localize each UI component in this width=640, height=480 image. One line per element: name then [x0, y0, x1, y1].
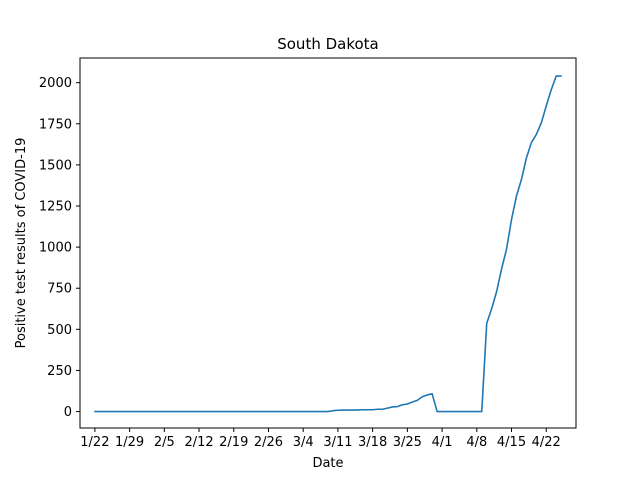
x-tick-label: 4/22	[532, 435, 561, 450]
x-tick-label: 1/29	[115, 435, 144, 450]
y-tick-label: 1500	[39, 158, 72, 173]
x-tick-label: 3/18	[358, 435, 387, 450]
plot-frame	[79, 57, 577, 429]
x-tick-label: 3/4	[293, 435, 314, 450]
y-tick-label: 500	[47, 323, 72, 338]
plot-area	[94, 75, 562, 413]
x-tick-label: 2/26	[254, 435, 283, 450]
x-tick-label: 1/22	[80, 435, 109, 450]
chart-title: South Dakota	[277, 35, 379, 53]
x-tick-label: 3/11	[323, 435, 352, 450]
y-axis: 0 250 500 750 1000 1250 1500 1750 2000	[39, 76, 80, 420]
y-tick-label: 1250	[39, 200, 72, 215]
x-tick-label: 3/25	[393, 435, 422, 450]
x-tick-label: 2/5	[154, 435, 175, 450]
y-tick-label: 250	[47, 364, 72, 379]
y-tick-label: 750	[47, 282, 72, 297]
x-tick-label: 4/15	[497, 435, 526, 450]
x-tick-label: 2/19	[219, 435, 248, 450]
x-tick-label: 2/12	[184, 435, 213, 450]
y-tick-label: 2000	[39, 76, 72, 91]
series-line-0	[94, 75, 562, 413]
y-tick-label: 1000	[39, 241, 72, 256]
x-tick-label: 4/1	[432, 435, 453, 450]
y-tick-label: 0	[64, 405, 72, 420]
x-axis-label: Date	[312, 456, 343, 471]
x-tick-label: 4/8	[466, 435, 487, 450]
x-axis: 1/22 1/29 2/5 2/12 2/19 2/26 3/4 3/11 3/18 3/25 4/…	[80, 428, 561, 450]
y-tick-label: 1750	[39, 117, 72, 132]
y-axis-label: Positive test results of COVID-19	[14, 138, 29, 349]
